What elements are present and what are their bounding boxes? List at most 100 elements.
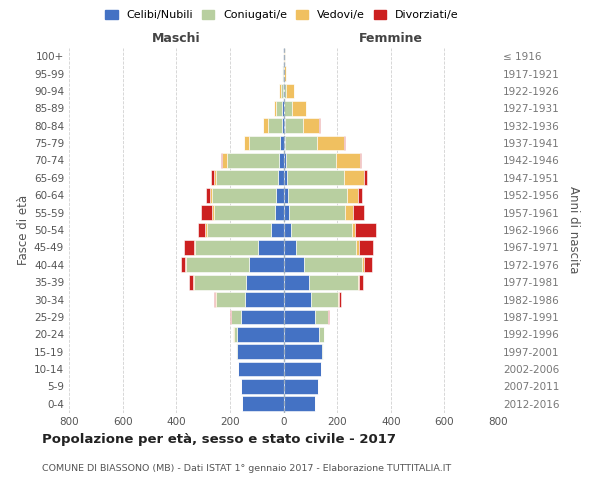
Bar: [304, 258, 362, 272]
Bar: [214, 170, 217, 185]
Bar: [194, 240, 195, 255]
Bar: [236, 344, 238, 359]
Y-axis label: Fasce di età: Fasce di età: [17, 195, 30, 265]
Bar: [249, 258, 284, 272]
Bar: [284, 379, 318, 394]
Bar: [186, 258, 249, 272]
Bar: [284, 362, 320, 376]
Bar: [355, 222, 376, 238]
Bar: [362, 258, 364, 272]
Bar: [181, 258, 185, 272]
Bar: [275, 205, 284, 220]
Bar: [347, 188, 358, 202]
Bar: [364, 170, 367, 185]
Bar: [195, 240, 258, 255]
Bar: [280, 84, 281, 98]
Bar: [284, 118, 303, 133]
Bar: [356, 240, 359, 255]
Bar: [268, 118, 282, 133]
Bar: [212, 205, 214, 220]
Bar: [344, 170, 364, 185]
Bar: [339, 292, 341, 307]
Bar: [210, 188, 212, 202]
Bar: [284, 136, 317, 150]
Bar: [345, 205, 353, 220]
Bar: [281, 84, 283, 98]
Bar: [201, 205, 212, 220]
Bar: [284, 101, 292, 116]
Bar: [284, 66, 286, 81]
Bar: [284, 170, 287, 185]
Bar: [221, 153, 223, 168]
Bar: [352, 222, 355, 238]
Bar: [359, 275, 362, 289]
Bar: [291, 222, 352, 238]
Bar: [248, 136, 280, 150]
Bar: [244, 136, 248, 150]
Bar: [283, 84, 284, 98]
Bar: [286, 84, 293, 98]
Bar: [263, 118, 268, 133]
Bar: [215, 292, 245, 307]
Bar: [358, 188, 362, 202]
Bar: [278, 170, 284, 185]
Bar: [359, 240, 373, 255]
Bar: [212, 188, 276, 202]
Text: Popolazione per età, sesso e stato civile - 2017: Popolazione per età, sesso e stato civil…: [42, 432, 396, 446]
Bar: [280, 136, 284, 150]
Bar: [284, 327, 319, 342]
Bar: [284, 205, 289, 220]
Bar: [246, 275, 284, 289]
Bar: [207, 222, 271, 238]
Bar: [353, 205, 364, 220]
Bar: [292, 101, 306, 116]
Bar: [223, 153, 227, 168]
Bar: [231, 310, 241, 324]
Bar: [284, 84, 286, 98]
Bar: [242, 396, 284, 411]
Bar: [287, 170, 344, 185]
Text: Maschi: Maschi: [152, 32, 200, 45]
Bar: [322, 344, 323, 359]
Bar: [217, 170, 278, 185]
Bar: [315, 310, 328, 324]
Bar: [284, 222, 291, 238]
Bar: [289, 205, 345, 220]
Bar: [276, 188, 284, 202]
Bar: [284, 153, 286, 168]
Bar: [303, 118, 319, 133]
Bar: [282, 101, 284, 116]
Bar: [211, 170, 214, 185]
Y-axis label: Anni di nascita: Anni di nascita: [566, 186, 580, 274]
Bar: [276, 101, 282, 116]
Bar: [364, 258, 372, 272]
Bar: [241, 379, 284, 394]
Bar: [284, 396, 315, 411]
Bar: [284, 292, 311, 307]
Legend: Celibi/Nubili, Coniugati/e, Vedovi/e, Divorziati/e: Celibi/Nubili, Coniugati/e, Vedovi/e, Di…: [101, 6, 463, 25]
Bar: [284, 275, 309, 289]
Bar: [319, 327, 324, 342]
Bar: [214, 205, 275, 220]
Bar: [185, 258, 186, 272]
Text: Femmine: Femmine: [359, 32, 423, 45]
Bar: [278, 153, 284, 168]
Bar: [309, 275, 358, 289]
Bar: [193, 275, 194, 289]
Bar: [358, 275, 359, 289]
Bar: [296, 240, 356, 255]
Bar: [359, 153, 361, 168]
Text: COMUNE DI BIASSONO (MB) - Dati ISTAT 1° gennaio 2017 - Elaborazione TUTTITALIA.I: COMUNE DI BIASSONO (MB) - Dati ISTAT 1° …: [42, 464, 451, 473]
Bar: [245, 292, 284, 307]
Bar: [198, 222, 205, 238]
Bar: [206, 188, 210, 202]
Bar: [258, 240, 284, 255]
Bar: [284, 344, 322, 359]
Bar: [205, 222, 207, 238]
Bar: [289, 188, 347, 202]
Bar: [238, 327, 284, 342]
Bar: [282, 118, 284, 133]
Bar: [227, 153, 278, 168]
Bar: [271, 222, 284, 238]
Bar: [311, 292, 338, 307]
